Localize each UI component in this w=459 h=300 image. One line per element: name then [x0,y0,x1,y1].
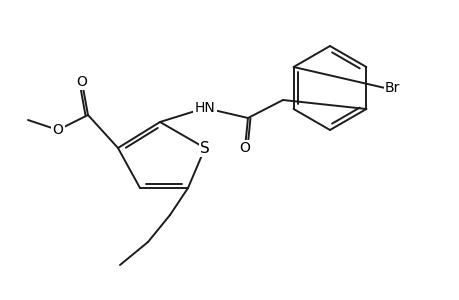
Text: O: O [239,141,250,155]
Text: O: O [52,123,63,137]
Text: O: O [76,75,87,89]
Text: Br: Br [384,81,399,95]
Text: S: S [200,140,209,155]
Text: HN: HN [194,101,215,115]
